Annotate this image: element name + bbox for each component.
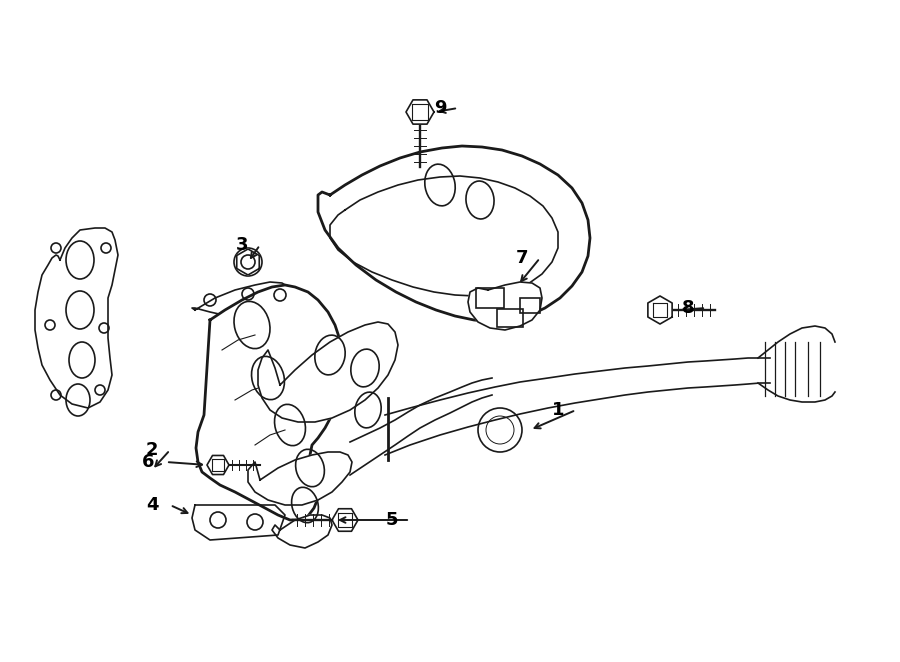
Polygon shape (196, 285, 342, 520)
Bar (497, 309, 523, 327)
Text: 7: 7 (516, 249, 528, 267)
Polygon shape (350, 378, 492, 475)
Polygon shape (332, 508, 358, 532)
Text: 5: 5 (386, 511, 398, 529)
Polygon shape (272, 515, 332, 548)
Text: 4: 4 (146, 496, 158, 514)
Polygon shape (35, 228, 118, 408)
Polygon shape (207, 455, 229, 475)
Circle shape (234, 248, 262, 276)
Text: 9: 9 (434, 99, 446, 117)
Text: 2: 2 (146, 441, 158, 459)
Polygon shape (192, 282, 295, 322)
Polygon shape (406, 100, 434, 124)
Text: 3: 3 (236, 236, 248, 254)
Text: 8: 8 (681, 299, 694, 317)
Polygon shape (318, 146, 590, 322)
Polygon shape (248, 452, 352, 505)
Bar (476, 288, 504, 308)
Text: 1: 1 (552, 401, 564, 419)
Polygon shape (468, 282, 542, 330)
Polygon shape (758, 326, 835, 402)
Polygon shape (237, 249, 259, 275)
Polygon shape (192, 505, 285, 540)
Polygon shape (385, 358, 770, 455)
Polygon shape (258, 322, 398, 422)
Bar (520, 298, 540, 313)
Text: 6: 6 (142, 453, 154, 471)
Polygon shape (648, 296, 672, 324)
